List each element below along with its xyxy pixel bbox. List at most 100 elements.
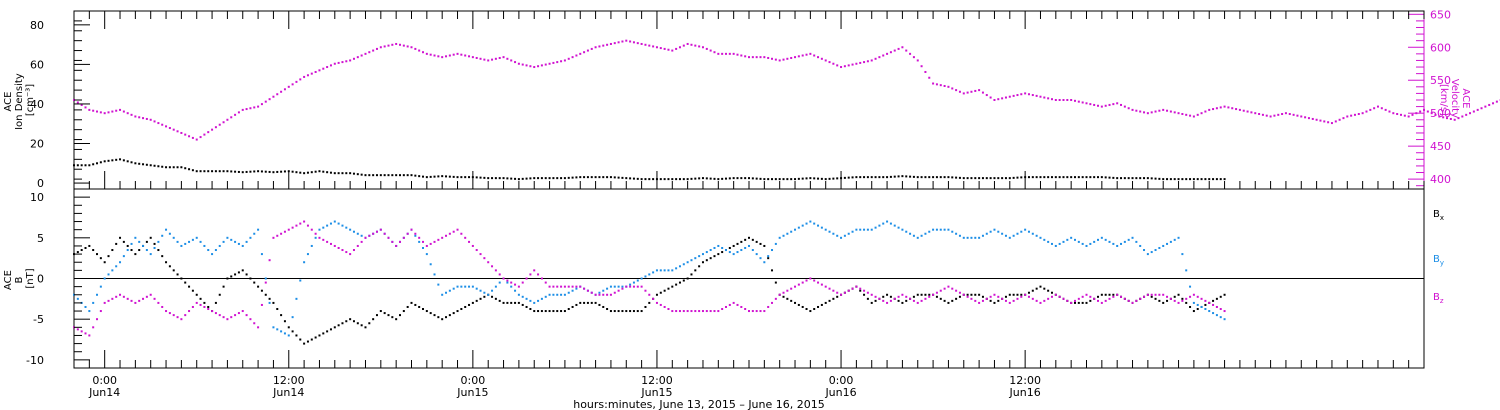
bz-point — [491, 265, 494, 268]
density-point — [820, 177, 823, 180]
density-point — [326, 171, 329, 174]
bz-point — [675, 310, 678, 313]
density-point — [1073, 176, 1076, 179]
density-point — [168, 166, 171, 169]
by-point — [1131, 236, 1134, 239]
velocity-point — [682, 44, 685, 47]
bx-point — [1181, 297, 1184, 300]
velocity-point — [533, 66, 536, 69]
by-point — [1089, 242, 1092, 245]
density-point — [188, 168, 191, 171]
velocity-point — [107, 111, 110, 114]
bz-point — [951, 287, 954, 290]
density-point — [1127, 177, 1130, 180]
density-point — [640, 178, 643, 181]
by-point — [333, 220, 336, 223]
density-point — [797, 177, 800, 180]
velocity-point — [1185, 113, 1188, 116]
by-point — [272, 326, 275, 329]
density-point — [510, 177, 513, 180]
by-point — [153, 246, 156, 249]
by-point — [1150, 251, 1153, 254]
velocity-point — [1158, 109, 1161, 112]
density-point — [149, 164, 152, 167]
velocity-point — [1449, 117, 1452, 120]
by-point — [157, 240, 160, 243]
bx-point — [149, 236, 152, 239]
bz-point — [379, 228, 382, 231]
by-point — [494, 285, 497, 288]
density-point — [483, 176, 486, 179]
bz-point — [253, 322, 256, 325]
bx-point — [690, 273, 693, 276]
velocity-tick-label: 600 — [1430, 41, 1451, 54]
density-point — [713, 177, 716, 180]
bz-point — [1024, 293, 1027, 296]
by-point — [1127, 238, 1130, 241]
by-point — [694, 257, 697, 260]
velocity-point — [88, 108, 91, 111]
bz-point — [142, 297, 145, 300]
density-point — [832, 177, 835, 180]
density-point — [383, 174, 386, 177]
bz-point — [1093, 297, 1096, 300]
velocity-point — [909, 52, 912, 55]
density-point — [479, 176, 482, 179]
velocity-point — [774, 58, 777, 61]
bx-point — [322, 332, 325, 335]
velocity-point — [1250, 111, 1253, 114]
density-point — [134, 162, 137, 165]
by-point — [1081, 242, 1084, 245]
velocity-point — [1162, 108, 1165, 111]
by-point — [621, 285, 624, 288]
density-point — [652, 178, 655, 181]
density-point — [905, 175, 908, 178]
bx-point — [1012, 293, 1015, 296]
bx-point — [230, 275, 233, 278]
velocity-point — [468, 55, 471, 58]
bz-point — [540, 277, 543, 280]
by-point — [276, 328, 279, 331]
bz-point — [395, 244, 398, 247]
velocity-point — [1315, 118, 1318, 121]
by-point — [188, 240, 191, 243]
bx-point — [920, 293, 923, 296]
bz-point — [1089, 295, 1092, 298]
velocity-point — [188, 135, 191, 138]
velocity-point — [395, 42, 398, 45]
velocity-point — [1346, 115, 1349, 118]
velocity-point — [280, 90, 283, 93]
bx-point — [698, 265, 701, 268]
bz-point — [1127, 299, 1130, 302]
density-point — [1008, 177, 1011, 180]
bx-point — [395, 318, 398, 321]
bz-point — [598, 293, 601, 296]
density-point — [540, 177, 543, 180]
velocity-point — [1120, 103, 1123, 106]
velocity-point — [314, 70, 317, 73]
by-point — [84, 305, 87, 308]
velocity-point — [230, 116, 233, 119]
bx-point — [1097, 295, 1100, 298]
density-point — [590, 176, 593, 179]
velocity-point — [955, 89, 958, 92]
density-point — [1208, 178, 1211, 181]
bz-point — [801, 281, 804, 284]
density-point — [341, 172, 344, 175]
by-point — [176, 240, 179, 243]
bx-point — [782, 295, 785, 298]
bz-point — [621, 287, 624, 290]
density-point — [337, 172, 340, 175]
bz-point — [1054, 293, 1057, 296]
bz-point — [237, 312, 240, 315]
by-point — [878, 224, 881, 227]
velocity-point — [1077, 100, 1080, 103]
bz-point — [1169, 297, 1172, 300]
velocity-point — [479, 57, 482, 60]
by-point — [1012, 234, 1015, 237]
velocity-point — [794, 56, 797, 59]
bx-point — [981, 295, 984, 298]
density-point — [824, 178, 827, 181]
density-point — [99, 161, 102, 164]
bx-point — [817, 305, 820, 308]
